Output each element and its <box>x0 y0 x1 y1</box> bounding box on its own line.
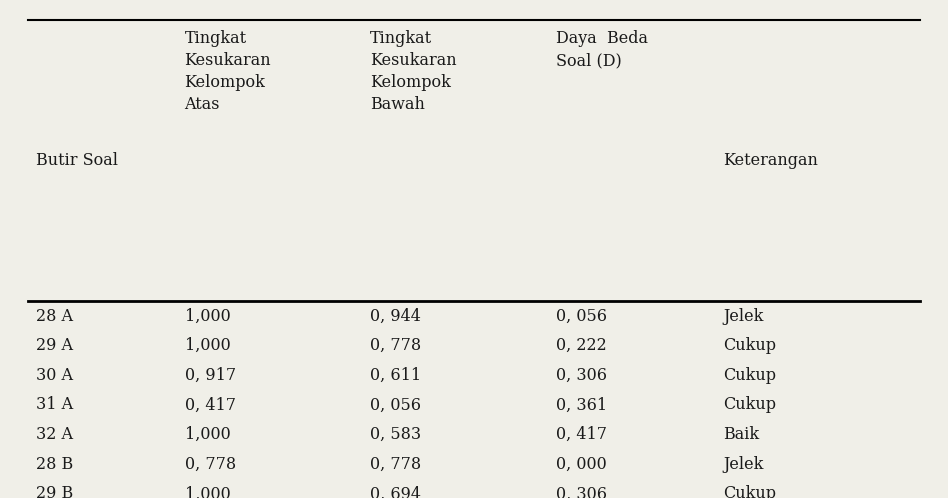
Text: 1,000: 1,000 <box>185 308 230 325</box>
Text: Baik: Baik <box>723 426 759 443</box>
Text: 32 A: 32 A <box>36 426 73 443</box>
Text: 0, 306: 0, 306 <box>556 486 607 498</box>
Text: 0, 306: 0, 306 <box>556 367 607 384</box>
Text: 30 A: 30 A <box>36 367 73 384</box>
Text: Butir Soal: Butir Soal <box>36 152 118 169</box>
Text: 0, 778: 0, 778 <box>185 456 236 473</box>
Text: 0, 778: 0, 778 <box>370 337 421 354</box>
Text: 0, 611: 0, 611 <box>370 367 421 384</box>
Text: 1,000: 1,000 <box>185 337 230 354</box>
Text: 0, 056: 0, 056 <box>370 396 421 413</box>
Text: 31 A: 31 A <box>36 396 73 413</box>
Text: 0, 694: 0, 694 <box>370 486 421 498</box>
Text: Cukup: Cukup <box>723 486 775 498</box>
Text: 0, 778: 0, 778 <box>370 456 421 473</box>
Text: 0, 222: 0, 222 <box>556 337 607 354</box>
Text: Tingkat
Kesukaran
Kelompok
Atas: Tingkat Kesukaran Kelompok Atas <box>185 30 271 114</box>
Text: Daya  Beda
Soal (D): Daya Beda Soal (D) <box>556 30 647 69</box>
Text: Jelek: Jelek <box>723 456 763 473</box>
Text: 0, 417: 0, 417 <box>185 396 235 413</box>
Text: 29 B: 29 B <box>36 486 73 498</box>
Text: 0, 000: 0, 000 <box>556 456 607 473</box>
Text: 0, 361: 0, 361 <box>556 396 607 413</box>
Text: 29 A: 29 A <box>36 337 73 354</box>
Text: 1,000: 1,000 <box>185 426 230 443</box>
Text: Tingkat
Kesukaran
Kelompok
Bawah: Tingkat Kesukaran Kelompok Bawah <box>370 30 457 114</box>
Text: Cukup: Cukup <box>723 337 775 354</box>
Text: 0, 944: 0, 944 <box>370 308 421 325</box>
Text: 0, 917: 0, 917 <box>185 367 236 384</box>
Text: 28 A: 28 A <box>36 308 73 325</box>
Text: 0, 056: 0, 056 <box>556 308 607 325</box>
Text: Cukup: Cukup <box>723 367 775 384</box>
Text: Keterangan: Keterangan <box>723 152 818 169</box>
Text: 0, 417: 0, 417 <box>556 426 607 443</box>
Text: 28 B: 28 B <box>36 456 73 473</box>
Text: 1,000: 1,000 <box>185 486 230 498</box>
Text: Jelek: Jelek <box>723 308 763 325</box>
Text: 0, 583: 0, 583 <box>370 426 421 443</box>
Text: Cukup: Cukup <box>723 396 775 413</box>
